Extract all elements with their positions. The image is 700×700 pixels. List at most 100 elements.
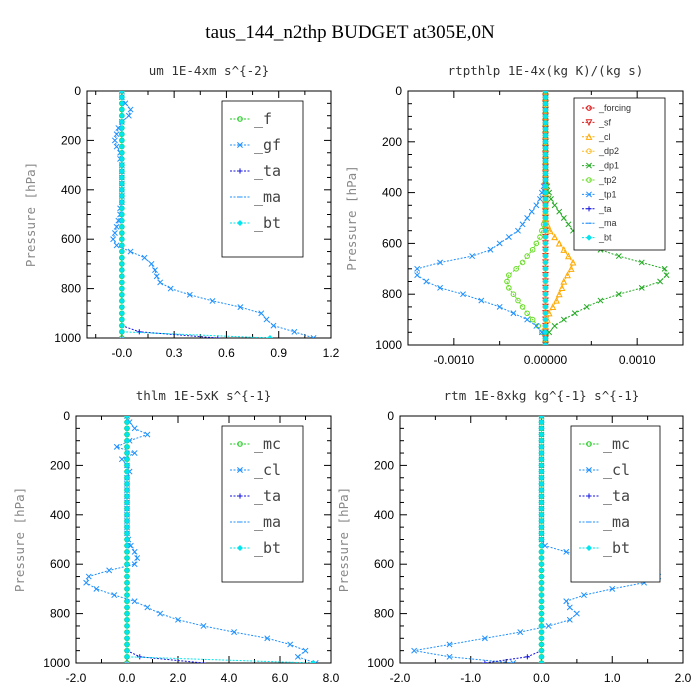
data-point-bt	[538, 659, 545, 663]
data-point-bt	[538, 592, 545, 599]
legend-label-ta: _ta	[603, 487, 630, 505]
legend-label-ta: _ta	[254, 162, 281, 180]
data-point-bt	[542, 126, 549, 133]
legend-marker-cl	[237, 467, 243, 473]
data-point-gf	[141, 254, 148, 261]
data-point-bt	[123, 647, 131, 654]
data-point-bt	[542, 94, 549, 101]
data-point-dp1	[560, 215, 567, 221]
data-point-gf	[113, 223, 120, 230]
data-point-tp1	[414, 265, 421, 272]
data-point-bt	[123, 499, 131, 506]
data-point-tp2	[506, 285, 512, 291]
data-point-cl	[127, 542, 134, 549]
data-point-tp1	[537, 195, 543, 202]
data-point-bt	[123, 517, 131, 524]
data-point-cl	[555, 239, 563, 247]
data-point-bt	[123, 635, 131, 642]
data-point-cl	[124, 416, 130, 419]
data-point-cl	[144, 431, 151, 438]
legend-marker-dp2	[586, 148, 592, 154]
data-point-tp1	[533, 202, 540, 209]
y-axis-label: Pressure [hPa]	[336, 487, 351, 592]
data-point-dp1	[615, 253, 622, 260]
data-point-bt	[542, 91, 549, 95]
data-point-bt	[123, 573, 131, 580]
data-point-bt	[118, 125, 125, 132]
data-point-bt	[123, 561, 131, 568]
data-point-bt	[118, 267, 125, 274]
x-tick-label: 0.6	[218, 346, 235, 360]
data-point-bt	[118, 155, 125, 162]
data-point-bt	[123, 443, 131, 450]
data-point-cl	[85, 573, 92, 580]
data-point-bt	[542, 303, 549, 310]
data-point-bt	[538, 499, 545, 506]
data-point-dp1	[571, 310, 578, 317]
data-point-bt	[118, 260, 125, 267]
data-point-bt	[542, 284, 549, 291]
data-point-bt	[123, 450, 131, 457]
y-tick-label: 600	[61, 232, 81, 246]
data-point-bt	[538, 561, 545, 568]
data-point-bt	[123, 530, 131, 537]
data-point-bt	[123, 511, 131, 518]
data-point-bt	[118, 94, 125, 101]
data-point-bt	[538, 517, 545, 524]
data-point-tp2	[519, 304, 526, 310]
data-point-cl	[555, 290, 563, 298]
data-point-bt	[542, 341, 549, 345]
data-point-bt	[542, 246, 549, 253]
data-point-gf	[167, 285, 174, 292]
data-point-cl	[113, 443, 120, 450]
data-point-cl	[580, 592, 587, 599]
data-point-cl	[287, 641, 294, 648]
data-point-cl	[131, 425, 138, 432]
data-point-cl	[481, 635, 488, 642]
data-point-tp1	[538, 189, 545, 196]
data-point-gf	[122, 100, 129, 107]
data-point-bt	[538, 419, 545, 426]
legend-marker-bt	[585, 234, 593, 241]
data-point-bt	[538, 487, 545, 494]
data-point-gf	[310, 335, 317, 338]
x-tick-label: 0.00000	[524, 353, 568, 367]
data-point-bt	[542, 145, 549, 152]
data-point-bt	[538, 555, 545, 562]
data-point-cl	[294, 653, 301, 660]
data-point-cl	[111, 592, 118, 599]
data-point-bt	[542, 208, 549, 215]
data-point-cl	[560, 246, 568, 253]
data-point-bt	[118, 112, 125, 119]
y-tick-label: 1000	[43, 656, 70, 670]
data-point-gf	[118, 91, 125, 94]
data-point-bt	[538, 468, 545, 475]
data-point-tp1	[437, 259, 444, 266]
data-point-bt	[542, 119, 549, 126]
data-point-ta	[136, 329, 142, 335]
data-point-tp2	[506, 272, 512, 278]
series-line-tp1	[416, 91, 546, 345]
legend-label-sf: _sf	[598, 117, 612, 127]
data-point-bt	[123, 598, 131, 605]
data-point-bt	[123, 616, 131, 623]
data-point-bt	[538, 622, 545, 629]
data-point-tp2	[519, 259, 526, 266]
data-point-cl	[118, 456, 125, 463]
y-tick-label: 600	[382, 236, 402, 250]
data-point-cl	[563, 598, 570, 605]
legend-marker-f	[237, 116, 243, 122]
y-tick-label: 800	[50, 607, 70, 621]
data-point-gf	[157, 279, 164, 286]
data-point-bt	[123, 462, 131, 469]
y-tick-label: 400	[374, 508, 394, 522]
data-point-bt	[538, 425, 545, 432]
data-point-bt	[538, 635, 545, 642]
data-point-gf	[115, 125, 122, 132]
data-point-bt	[538, 480, 545, 487]
series-line-ta	[484, 416, 542, 663]
data-point-bt	[123, 622, 131, 629]
data-point-cl	[566, 616, 573, 623]
series-line-cl	[545, 91, 574, 345]
y-tick-label: 800	[382, 287, 402, 301]
